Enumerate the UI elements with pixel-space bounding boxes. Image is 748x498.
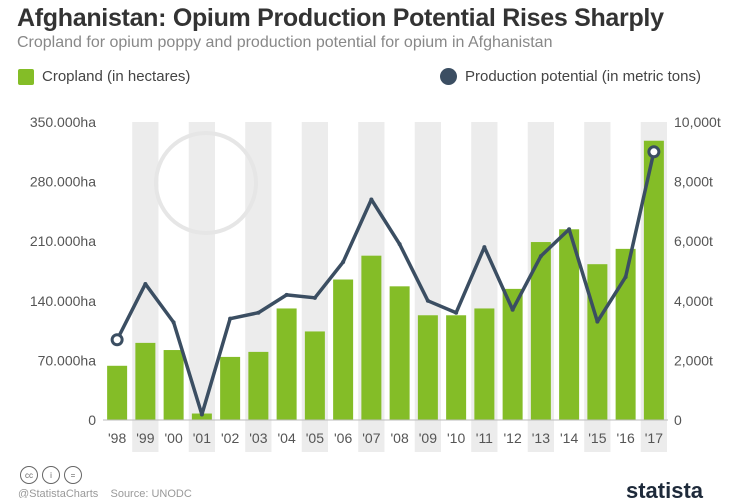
bar-'10 <box>446 315 467 420</box>
x-tick-label: '01 <box>193 430 211 446</box>
right-tick-label: 10,000t <box>674 114 721 130</box>
bar-'16 <box>615 248 636 420</box>
bar-'07 <box>361 255 382 420</box>
line-point-'11 <box>482 245 487 250</box>
x-tick-label: '05 <box>306 430 324 446</box>
left-tick-label: 350.000ha <box>30 114 96 130</box>
bar-'02 <box>220 356 241 420</box>
line-point-'05 <box>312 295 317 300</box>
x-tick-label: '15 <box>588 430 606 446</box>
bar-'13 <box>530 242 551 420</box>
x-tick-label: '11 <box>476 430 493 446</box>
bar-'03 <box>248 351 269 420</box>
x-tick-label: '98 <box>108 430 126 446</box>
x-tick-label: '06 <box>334 430 352 446</box>
x-tick-label: '00 <box>165 430 183 446</box>
bar-'15 <box>587 264 608 420</box>
left-tick-label: 140.000ha <box>30 293 96 309</box>
footer-source: Source: UNODC <box>110 488 192 498</box>
map-watermark-icon <box>154 131 258 235</box>
bar-'17 <box>643 140 664 420</box>
bar-'99 <box>135 342 156 420</box>
line-point-'12 <box>510 307 515 312</box>
x-tick-label: '07 <box>362 430 380 446</box>
x-tick-label: '10 <box>447 430 465 446</box>
legend-bar-swatch <box>18 68 34 85</box>
bar-'01 <box>191 413 212 420</box>
line-point-'10 <box>454 310 459 315</box>
x-tick-label: '03 <box>249 430 267 446</box>
bar-'12 <box>502 288 523 420</box>
line-point-'98 <box>110 333 124 347</box>
line-point-'13 <box>538 254 543 259</box>
attribution-icon: i <box>42 466 60 484</box>
x-tick-label: '99 <box>136 430 154 446</box>
bar-'06 <box>333 279 354 420</box>
right-tick-label: 0 <box>674 412 682 428</box>
x-tick-label: '13 <box>532 430 550 446</box>
legend-bars: Cropland (in hectares) <box>18 68 190 85</box>
statista-logo: statista <box>626 478 704 498</box>
line-point-'09 <box>425 298 430 303</box>
chart-subtitle: Cropland for opium poppy and production … <box>17 34 553 51</box>
bar-'04 <box>276 308 297 420</box>
line-point-'00 <box>171 320 176 325</box>
legend-bar-label: Cropland (in hectares) <box>42 68 191 85</box>
line-point-'99 <box>143 281 148 286</box>
footer: @StatistaCharts Source: UNODC <box>18 488 192 498</box>
line-point-'07 <box>369 197 374 202</box>
left-tick-label: 280.000ha <box>30 174 96 190</box>
line-point-'14 <box>567 227 572 232</box>
production-line <box>115 151 656 417</box>
cc-icon: cc <box>20 466 38 484</box>
bar-'98 <box>107 365 128 420</box>
license-icons: cc i = <box>20 466 82 484</box>
x-tick-label: '04 <box>278 430 296 446</box>
legend-line-marker <box>440 68 457 85</box>
x-tick-label: '08 <box>391 430 409 446</box>
legend-line: Production potential (in metric tons) <box>440 68 701 85</box>
bar-'00 <box>163 350 184 420</box>
right-tick-label: 8,000t <box>674 174 713 190</box>
left-tick-label: 70.000ha <box>38 352 97 368</box>
bar-'14 <box>559 229 580 420</box>
x-tick-label: '17 <box>645 430 663 446</box>
left-tick-label: 210.000ha <box>30 233 96 249</box>
x-tick-label: '16 <box>617 430 635 446</box>
line-point-'04 <box>284 292 289 297</box>
x-tick-label: '02 <box>221 430 239 446</box>
x-tick-label: '14 <box>560 430 578 446</box>
bar-'05 <box>304 331 325 420</box>
right-tick-label: 6,000t <box>674 233 713 249</box>
line-point-'01 <box>199 412 204 417</box>
chart-title: Afghanistan: Opium Production Potential … <box>17 4 664 32</box>
line-point-'16 <box>623 274 628 279</box>
x-tick-label: '09 <box>419 430 437 446</box>
legend-line-label: Production potential (in metric tons) <box>465 68 701 85</box>
line-point-'08 <box>397 242 402 247</box>
line-point-'17 <box>647 145 661 159</box>
line-point-'06 <box>341 260 346 265</box>
line-point-'15 <box>595 319 600 324</box>
bar-'08 <box>389 286 410 420</box>
stripe <box>188 122 215 452</box>
no-derivatives-icon: = <box>64 466 82 484</box>
footer-handle: @StatistaCharts <box>18 488 99 498</box>
left-tick-label: 0 <box>88 412 96 428</box>
line-point-'02 <box>228 316 233 321</box>
line-point-'03 <box>256 310 261 315</box>
bar-'11 <box>474 308 495 420</box>
right-tick-label: 4,000t <box>674 293 713 309</box>
bar-'09 <box>417 315 438 420</box>
x-tick-label: '12 <box>504 430 522 446</box>
right-tick-label: 2,000t <box>674 352 713 368</box>
